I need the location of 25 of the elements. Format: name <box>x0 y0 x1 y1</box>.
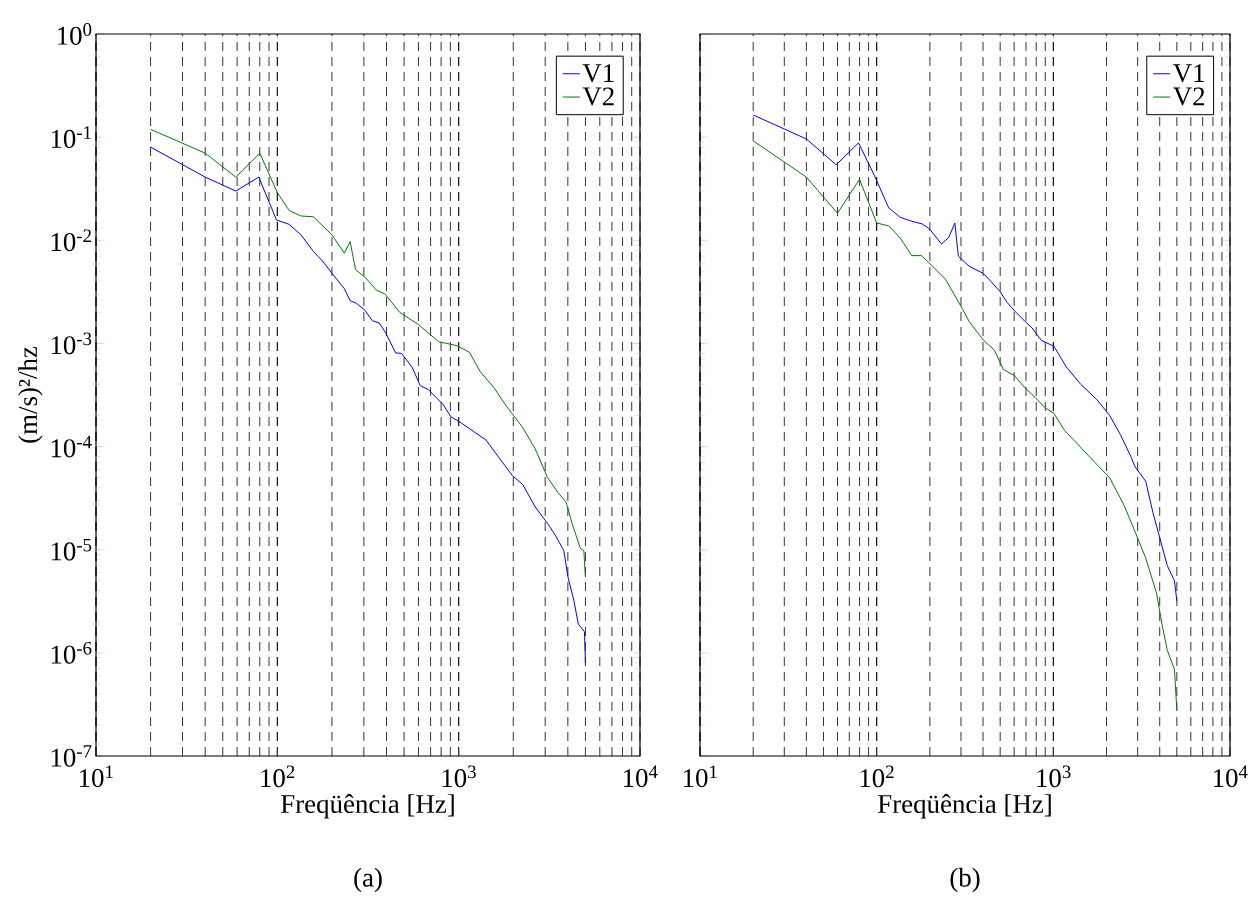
y-tick-label: 10$^{-7}$ <box>51 745 92 767</box>
x-tick-label: 10$^{2}$ <box>860 765 894 788</box>
x-axis-title: Freqüência [Hz] <box>281 794 454 819</box>
legend-label: V2 <box>1173 87 1205 106</box>
x-tick-label: 10$^{1}$ <box>79 765 113 788</box>
y-tick-label: 10$^{0}$ <box>58 23 92 45</box>
y-tick-label: 10$^{-1}$ <box>51 126 91 148</box>
y-tick-label: 10$^{-6}$ <box>51 642 92 664</box>
legend-label: V1 <box>582 64 614 83</box>
text: (a) <box>354 867 382 893</box>
y-tick-label: 10$^{-4}$ <box>51 435 92 458</box>
y-tick-label: 10$^{-2}$ <box>51 229 91 252</box>
y-tick-label: 10$^{-5}$ <box>51 538 92 561</box>
x-tick-label: 10$^{4}$ <box>1213 765 1248 788</box>
x-tick-label: 10$^{3}$ <box>442 765 476 788</box>
x-tick-label: 10$^{4}$ <box>623 765 658 788</box>
y-tick-label: 10$^{-3}$ <box>51 332 92 355</box>
legend-label: V2 <box>582 87 614 106</box>
x-tick-label: 10$^{3}$ <box>1037 765 1071 788</box>
text: (b) <box>950 867 980 893</box>
x-axis-title: Freqüência [Hz] <box>878 794 1051 819</box>
legend-label: V1 <box>1173 64 1205 83</box>
x-tick-label: 10$^{2}$ <box>261 765 295 788</box>
y-axis-title: (m/s)²/hz <box>18 346 43 443</box>
x-tick-label: 10$^{1}$ <box>683 765 717 788</box>
